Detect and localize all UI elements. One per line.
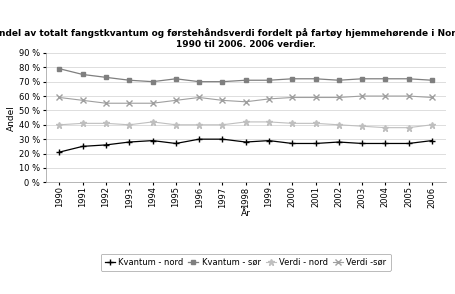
Verdi -sør: [57, 96, 62, 99]
Line: Kvantum - nord: Kvantum - nord: [57, 136, 435, 155]
Verdi - nord: [197, 123, 202, 126]
Kvantum - nord: [359, 142, 365, 145]
Kvantum - nord: [289, 142, 295, 145]
Verdi - nord: [383, 126, 388, 129]
Kvantum - nord: [57, 150, 62, 154]
Verdi -sør: [126, 101, 132, 105]
Verdi -sør: [383, 94, 388, 98]
Verdi - nord: [406, 126, 411, 129]
Verdi - nord: [313, 122, 318, 125]
Kvantum - nord: [406, 142, 411, 145]
Verdi - nord: [126, 123, 132, 126]
Verdi - nord: [243, 120, 248, 124]
Kvantum - sør: [383, 77, 388, 81]
Verdi -sør: [173, 98, 179, 102]
Kvantum - nord: [266, 139, 272, 142]
Kvantum - sør: [336, 78, 342, 82]
Kvantum - nord: [80, 145, 86, 148]
Verdi -sør: [359, 94, 365, 98]
Verdi - nord: [173, 123, 179, 126]
Kvantum - nord: [126, 140, 132, 144]
Kvantum - sør: [313, 77, 318, 81]
Verdi -sør: [406, 94, 411, 98]
Verdi -sør: [197, 96, 202, 99]
Kvantum - sør: [80, 73, 86, 76]
Kvantum - nord: [313, 142, 318, 145]
Verdi - nord: [266, 120, 272, 124]
Kvantum - sør: [243, 78, 248, 82]
Kvantum - sør: [406, 77, 411, 81]
X-axis label: År: År: [241, 209, 251, 218]
Kvantum - nord: [429, 139, 435, 142]
Kvantum - nord: [150, 139, 155, 142]
Verdi - nord: [336, 123, 342, 126]
Kvantum - sør: [429, 78, 435, 82]
Kvantum - sør: [359, 77, 365, 81]
Kvantum - sør: [266, 78, 272, 82]
Kvantum - nord: [173, 142, 179, 145]
Kvantum - sør: [126, 78, 132, 82]
Verdi - nord: [150, 120, 155, 124]
Kvantum - sør: [289, 77, 295, 81]
Kvantum - nord: [383, 142, 388, 145]
Line: Verdi - nord: Verdi - nord: [56, 118, 435, 131]
Kvantum - sør: [57, 67, 62, 71]
Kvantum - nord: [220, 137, 225, 141]
Verdi -sør: [336, 96, 342, 99]
Verdi - nord: [359, 124, 365, 128]
Legend: Kvantum - nord, Kvantum - sør, Verdi - nord, Verdi -sør: Kvantum - nord, Kvantum - sør, Verdi - n…: [101, 254, 391, 271]
Verdi - nord: [103, 122, 109, 125]
Verdi -sør: [103, 101, 109, 105]
Kvantum - sør: [197, 80, 202, 83]
Y-axis label: Andel: Andel: [7, 105, 16, 131]
Kvantum - sør: [103, 76, 109, 79]
Verdi - nord: [429, 123, 435, 126]
Verdi - nord: [220, 123, 225, 126]
Kvantum - nord: [197, 137, 202, 141]
Kvantum - sør: [150, 80, 155, 83]
Kvantum - nord: [243, 140, 248, 144]
Line: Verdi -sør: Verdi -sør: [57, 93, 435, 106]
Verdi -sør: [80, 98, 86, 102]
Verdi -sør: [266, 97, 272, 101]
Kvantum - sør: [173, 77, 179, 81]
Kvantum - nord: [336, 140, 342, 144]
Kvantum - nord: [103, 143, 109, 147]
Verdi - nord: [80, 122, 86, 125]
Kvantum - sør: [220, 80, 225, 83]
Verdi -sør: [150, 101, 155, 105]
Line: Kvantum - sør: Kvantum - sør: [57, 66, 435, 84]
Verdi - nord: [289, 122, 295, 125]
Verdi -sør: [220, 98, 225, 102]
Title: Andel av totalt fangstkvantum og førstehåndsverdi fordelt på fartøy hjemmehørend: Andel av totalt fangstkvantum og førsteh…: [0, 28, 455, 49]
Verdi -sør: [429, 96, 435, 99]
Verdi -sør: [243, 100, 248, 103]
Verdi -sør: [313, 96, 318, 99]
Verdi -sør: [289, 96, 295, 99]
Verdi - nord: [57, 123, 62, 126]
